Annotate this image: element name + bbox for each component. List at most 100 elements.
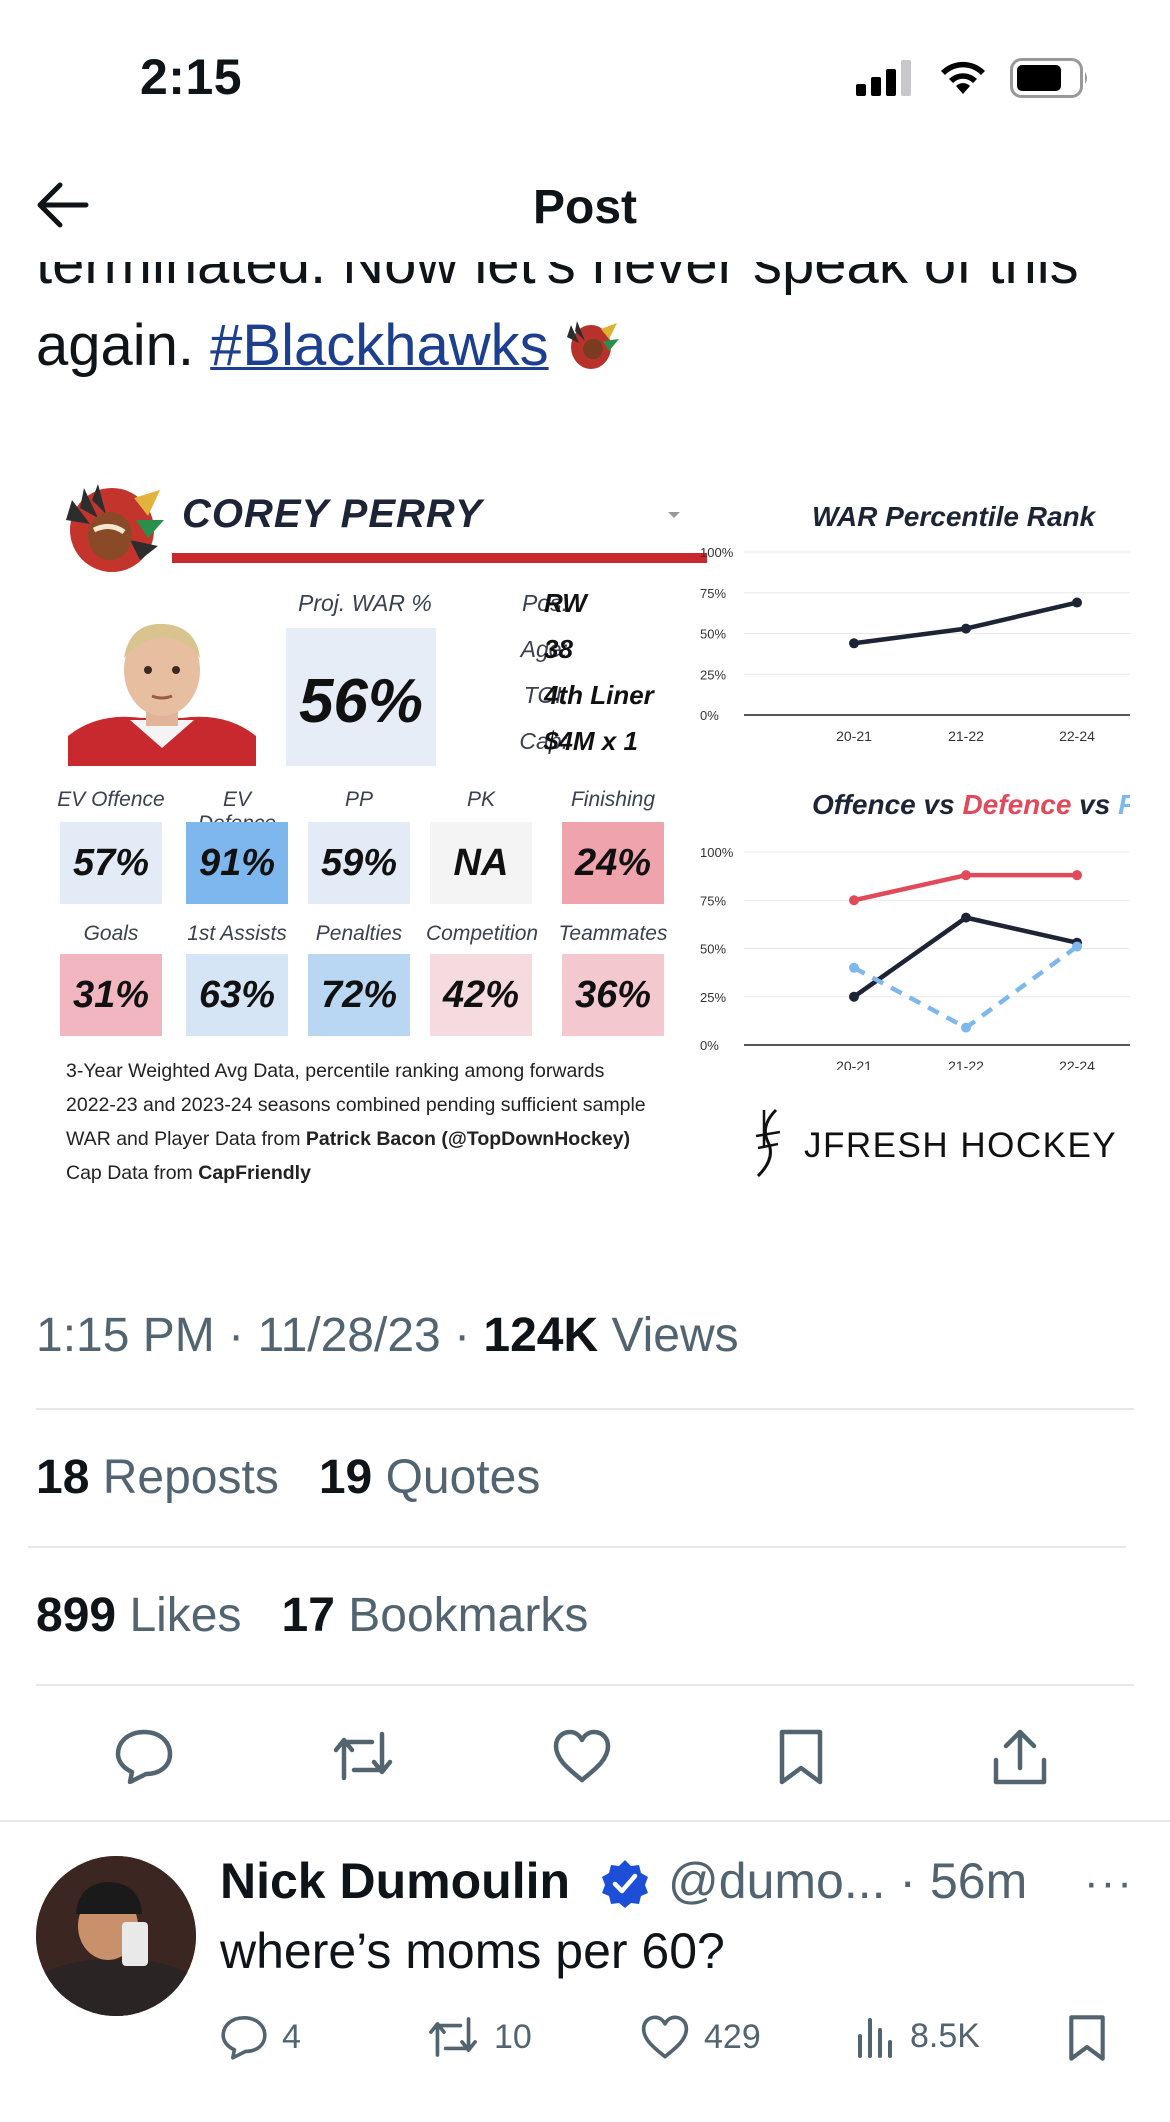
chart-title: WAR Percentile Rank	[812, 501, 1097, 532]
metric-value: 91%	[198, 842, 276, 884]
footnote-line: 2022-23 and 2023-24 seasons combined pen…	[66, 1094, 646, 1116]
reply-author-name[interactable]: Nick Dumoulin	[220, 1853, 571, 1909]
divider	[0, 1820, 1170, 1822]
y-tick-label: 25%	[700, 667, 726, 682]
player-photo	[68, 623, 256, 766]
avatar[interactable]	[36, 1856, 196, 2016]
metric-box: 59%	[308, 822, 410, 904]
bookmark-icon[interactable]	[1068, 2014, 1106, 2062]
data-point	[849, 638, 859, 649]
tweet-text: again. #Blackhawks	[36, 312, 621, 379]
metric-label: 1st Assists	[187, 922, 287, 945]
x-tick-label: 22-24	[1059, 1058, 1095, 1070]
offence-defence-finishing-chart: Offence vs Defence vs Finishing 100% 75% 50…	[700, 789, 1130, 1070]
series-line	[852, 915, 1078, 999]
metric-box: 63%	[186, 954, 288, 1036]
jfresh-logo-icon	[755, 1108, 781, 1178]
hashtag-link[interactable]: #Blackhawks	[210, 313, 549, 378]
metric-label: EV Offence	[57, 788, 165, 811]
proj-war-value: 56%	[298, 667, 424, 736]
chart-title-part: vs	[916, 789, 963, 820]
x-tick-label: 20-21	[836, 1058, 872, 1070]
metric-value: 36%	[574, 974, 652, 1016]
metric-label: Penalties	[315, 922, 403, 945]
metric-label: PP	[344, 788, 373, 811]
metric-value: 42%	[442, 974, 520, 1016]
metric-box: 36%	[562, 954, 664, 1036]
series-line	[853, 600, 1078, 646]
info-value: $4M x 1	[544, 726, 638, 756]
data-point	[961, 623, 971, 634]
heart-icon[interactable]	[552, 1728, 612, 1784]
info-label: Age:	[520, 636, 568, 662]
bookmark-icon[interactable]	[778, 1728, 824, 1786]
share-icon[interactable]	[992, 1728, 1048, 1786]
reply-repost-action[interactable]: 10	[426, 2014, 532, 2060]
more-options-icon[interactable]: ···	[1084, 1858, 1134, 1907]
x-tick-label: 21-22	[948, 1058, 984, 1070]
reply-text: where’s moms per 60?	[220, 1923, 725, 1979]
repost-icon[interactable]	[330, 1728, 396, 1784]
footnote-line: WAR and Player Data from Patrick Bacon (…	[66, 1128, 631, 1150]
war-percentile-chart: WAR Percentile Rank 100% 75% 50% 25% 0% 20-21 2…	[700, 501, 1130, 744]
metric-label: Competition	[426, 922, 539, 945]
y-tick-label: 50%	[700, 942, 726, 957]
series-line	[852, 944, 1079, 1030]
reply-count: 4	[282, 2017, 301, 2056]
chart-title-part: Defence	[962, 789, 1071, 820]
metric-box: 42%	[430, 954, 532, 1036]
cellular-signal-icon	[856, 60, 911, 96]
heart-icon	[641, 2015, 689, 2059]
views-count: 8.5K	[910, 2016, 980, 2055]
tweet-meta: 1:15 PM · 11/28/23 · 124K Views	[36, 1309, 739, 1362]
metric-box: 31%	[60, 954, 162, 1036]
engagement-stats-row: 899 Likes 17 Bookmarks	[36, 1588, 588, 1643]
x-tick-label: 21-22	[948, 728, 984, 744]
dropdown-indicator-icon	[668, 512, 680, 518]
footnote-line: Cap Data from CapFriendly	[66, 1162, 311, 1184]
reply-icon[interactable]	[114, 1728, 174, 1784]
reply-like-action[interactable]: 429	[640, 2014, 761, 2060]
metric-box: 72%	[308, 954, 410, 1036]
quotes-stat[interactable]: 19 Quotes	[318, 1451, 541, 1504]
likes-stat[interactable]: 899 Likes	[36, 1589, 242, 1642]
back-arrow-icon[interactable]	[34, 180, 90, 230]
y-tick-label: 75%	[700, 586, 726, 601]
bookmarks-stat[interactable]: 17 Bookmarks	[281, 1589, 589, 1642]
player-card[interactable]: COREY PERRY Proj. WAR % 56% 3-Year Weigh…	[40, 460, 1130, 1220]
player-name: COREY PERRY	[182, 492, 483, 536]
x-tick-label: 20-21	[836, 728, 872, 744]
metric-label: Finishing	[570, 788, 656, 811]
verified-badge-icon	[602, 1860, 648, 1908]
y-tick-label: 25%	[700, 990, 726, 1005]
tweet-text-line: again.	[36, 313, 195, 378]
divider	[36, 1684, 1134, 1686]
wifi-icon	[941, 61, 985, 94]
reply-views-action[interactable]: 8.5K	[856, 2014, 980, 2058]
repost-count: 10	[494, 2017, 532, 2056]
data-point	[1072, 870, 1082, 881]
reply-icon	[221, 2016, 267, 2060]
reposts-stat[interactable]: 18 Reposts	[36, 1451, 279, 1504]
proj-war-label: Proj. WAR %	[298, 590, 432, 616]
metric-box: NA	[430, 822, 532, 904]
metric-value: 72%	[320, 974, 398, 1016]
y-tick-label: 0%	[700, 1038, 719, 1053]
blackhawks-logo-icon	[566, 321, 619, 369]
reply-reply-action[interactable]: 4	[220, 2014, 301, 2060]
metric-label: PK	[466, 788, 495, 811]
data-point	[961, 870, 971, 881]
y-tick-label: 0%	[700, 708, 719, 723]
metric-value: 24%	[574, 842, 652, 884]
footnote-line: 3-Year Weighted Avg Data, percentile ran…	[66, 1060, 605, 1082]
info-label: Cap:	[519, 728, 568, 754]
metric-value: NA	[453, 842, 509, 884]
data-point	[849, 991, 859, 1002]
metric-label: Teammates	[558, 922, 668, 945]
data-point	[961, 1022, 971, 1033]
metric-box: 91%	[186, 822, 288, 904]
avatar-image	[36, 1856, 196, 2016]
info-label: Pos:	[521, 590, 568, 616]
info-label: TOI:	[523, 682, 568, 708]
metric-value: 63%	[198, 974, 276, 1016]
